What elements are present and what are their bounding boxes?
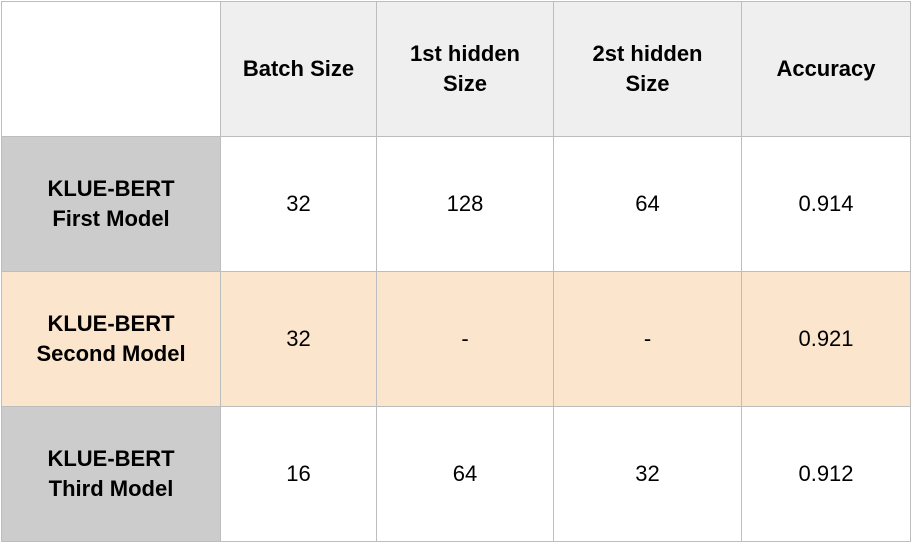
cell-batch-size: 32 [220, 136, 377, 272]
table-row-third-model: KLUE-BERT Third Model 16 64 32 0.912 [1, 406, 911, 542]
header-second-hidden-size: 2st hidden Size [553, 1, 742, 137]
row-label-line1: KLUE-BERT [47, 176, 175, 201]
header-first-hidden-line2: Size [442, 71, 488, 96]
row-label-line1: KLUE-BERT [47, 311, 175, 336]
cell-second-hidden-size: - [553, 271, 742, 407]
cell-accuracy: 0.912 [741, 406, 911, 542]
cell-accuracy: 0.914 [741, 136, 911, 272]
table-row-second-model: KLUE-BERT Second Model 32 - - 0.921 [1, 271, 911, 407]
row-label-line1: KLUE-BERT [47, 446, 175, 471]
cell-second-hidden-size: 64 [553, 136, 742, 272]
header-row: Batch Size 1st hidden Size 2st hidden Si… [1, 1, 911, 137]
header-first-hidden-line1: 1st hidden [409, 41, 520, 66]
header-accuracy: Accuracy [741, 1, 911, 137]
header-batch-size: Batch Size [220, 1, 377, 137]
row-label-line2: Second Model [36, 341, 186, 366]
table-row-first-model: KLUE-BERT First Model 32 128 64 0.914 [1, 136, 911, 272]
row-label-first-model: KLUE-BERT First Model [1, 136, 221, 272]
cell-batch-size: 32 [220, 271, 377, 407]
cell-second-hidden-size: 32 [553, 406, 742, 542]
cell-accuracy: 0.921 [741, 271, 911, 407]
corner-cell [1, 1, 221, 137]
cell-first-hidden-size: - [376, 271, 554, 407]
row-label-line2: First Model [52, 206, 170, 231]
header-accuracy-label: Accuracy [776, 56, 876, 81]
cell-batch-size: 16 [220, 406, 377, 542]
row-label-line2: Third Model [48, 476, 174, 501]
cell-first-hidden-size: 64 [376, 406, 554, 542]
header-first-hidden-size: 1st hidden Size [376, 1, 554, 137]
header-second-hidden-line2: Size [625, 71, 670, 96]
cell-first-hidden-size: 128 [376, 136, 554, 272]
header-batch-size-label: Batch Size [242, 56, 355, 81]
header-second-hidden-line1: 2st hidden [592, 41, 703, 66]
row-label-second-model: KLUE-BERT Second Model [1, 271, 221, 407]
row-label-third-model: KLUE-BERT Third Model [1, 406, 221, 542]
